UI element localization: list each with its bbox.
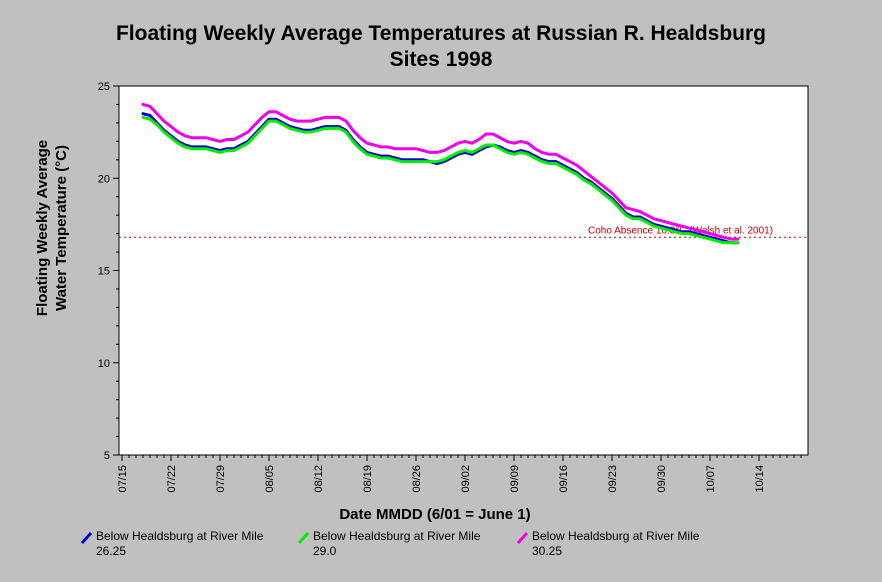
- x-tick-label: 08/19: [362, 465, 374, 493]
- x-tick-label: 09/30: [656, 465, 668, 493]
- legend-label-mile: 29.0: [313, 544, 337, 558]
- y-tick-label: 20: [98, 173, 110, 185]
- legend-label: Below Healdsburg at River Mile: [532, 529, 700, 543]
- y-tick-label: 5: [104, 450, 110, 462]
- x-tick-label: 10/07: [705, 465, 717, 493]
- legend-label: Below Healdsburg at River Mile: [96, 529, 264, 543]
- y-axis-label-line1: Floating Weekly Average: [34, 140, 51, 316]
- legend-label: Below Healdsburg at River Mile: [313, 529, 481, 543]
- x-tick-label: 08/05: [264, 465, 276, 493]
- legend-swatch-29-0: [297, 531, 310, 545]
- x-tick-label: 09/09: [509, 465, 521, 493]
- series-line-2: [141, 102, 740, 241]
- x-tick-label: 09/23: [607, 465, 619, 493]
- series-line-0: [141, 112, 740, 245]
- y-axis-label-line2: Water Temperature (°C): [53, 145, 70, 311]
- x-tick-label: 08/26: [411, 465, 423, 493]
- y-tick-label: 25: [98, 81, 110, 93]
- series-group: [141, 102, 740, 245]
- legend-swatch-26-25: [80, 531, 93, 545]
- chart-subtitle: Sites 1998: [389, 48, 493, 71]
- legend-label-mile: 30.25: [532, 544, 563, 558]
- x-axis-label: Date MMDD (6/01 = June 1): [339, 506, 530, 523]
- x-tick-label: 10/14: [754, 465, 766, 493]
- chart-title: Floating Weekly Average Temperatures at …: [115, 22, 767, 45]
- x-tick-label: 07/22: [166, 465, 178, 493]
- y-tick-label: 15: [98, 266, 110, 278]
- legend-swatch-30-25: [516, 531, 529, 545]
- x-tick-label: 09/16: [558, 465, 570, 493]
- legend-label-mile: 26.25: [96, 544, 127, 558]
- x-tick-label: 07/29: [215, 465, 227, 493]
- axes: 5 10 15 20 25 07/15 07/22 07/29 08/05 08/12 08/19 0…: [98, 81, 802, 493]
- x-tick-label: 09/02: [460, 465, 472, 493]
- x-tick-label: 08/12: [313, 465, 325, 493]
- y-tick-label: 10: [98, 358, 110, 370]
- x-tick-label: 07/15: [117, 465, 129, 493]
- series-line-1: [141, 115, 740, 245]
